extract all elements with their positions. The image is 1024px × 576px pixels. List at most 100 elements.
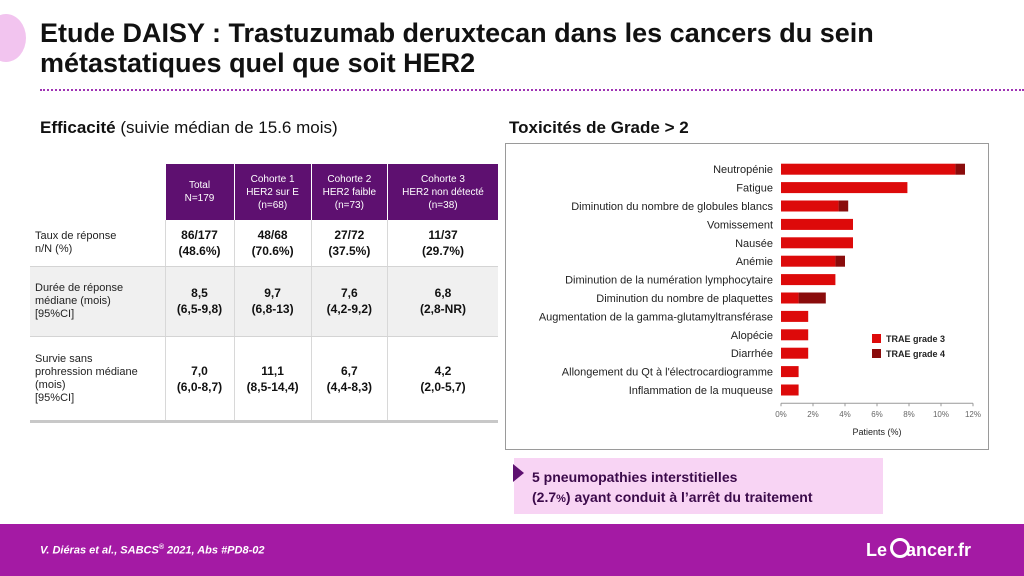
- header-total: Total N=179: [164, 164, 234, 220]
- legend-entry: TRAE grade 4: [886, 349, 945, 359]
- category-label: Inflammation de la muqueuse: [629, 385, 773, 397]
- header-line: Total: [188, 180, 211, 191]
- cell-value-range: (29.7%): [421, 243, 465, 258]
- table-cell: 8,5 (6,5-9,8): [164, 266, 234, 337]
- x-axis-label: Patients (%): [852, 427, 901, 437]
- table-cell: 6,7 (4,4-8,3): [310, 336, 388, 422]
- category-label: Diarrhée: [731, 348, 773, 360]
- bar-grade-3: [781, 347, 809, 359]
- header-cohort-3: Cohorte 3 HER2 non détecté (n=38): [387, 164, 498, 220]
- toxicity-bar-chart: Neutropénie Fatigue Diminution du nombre d…: [539, 163, 981, 437]
- x-tick-label: 4%: [839, 410, 851, 419]
- cell-value-range: (6,5-9,8): [176, 302, 223, 316]
- slide-title: Etude DAISY : Trastuzumab deruxtecan dan…: [40, 18, 874, 78]
- efficacy-table: Total N=179 Cohorte 1 HER2 sur E (n=68) …: [30, 164, 498, 422]
- cell-value-range: (37.5%): [328, 243, 371, 258]
- bar-grade-3: [781, 182, 908, 194]
- header-line: (n=73): [334, 199, 364, 211]
- bar-grade-3: [781, 366, 799, 378]
- legend-swatch: [872, 334, 881, 343]
- bar-grade-3: [781, 274, 836, 286]
- category-label: Alopécie: [731, 330, 773, 342]
- row-label-line: (mois): [35, 379, 66, 392]
- row-label-line: médiane (mois): [35, 294, 111, 307]
- bar-grade-3: [781, 237, 853, 249]
- row-label-line: prohression médiane: [35, 366, 138, 379]
- category-label: Nausée: [735, 238, 773, 250]
- efficacy-heading-rest: (suivie médian de 15.6 mois): [120, 118, 338, 137]
- x-tick-label: 0%: [775, 410, 787, 419]
- cell-value-range: (6,8-13): [251, 302, 294, 316]
- citation-text: V. Diéras et al., SABCS: [40, 544, 159, 557]
- table-row-response-duration: Durée de réponse médiane (mois) [95%CI] …: [30, 266, 498, 337]
- table-row-response-rate: Taux de réponse n/N (%) 86/177 (48.6%) 48…: [30, 220, 498, 267]
- table-cell: 7,0 (6,0-8,7): [164, 336, 234, 422]
- x-tick-label: 8%: [903, 410, 915, 419]
- table-cell: 48/68 (70.6%): [233, 220, 312, 267]
- callout-line-1: 5 pneumopathies interstitielles: [532, 469, 738, 485]
- toxicity-chart-frame: Neutropénie Fatigue Diminution du nombre d…: [505, 143, 989, 450]
- cell-value-range: (2,0-5,7): [420, 380, 466, 395]
- row-label-line: Durée de réponse: [35, 281, 124, 294]
- callout-pct-sign: %: [556, 493, 566, 505]
- citation-text-end: 2021, Abs #PD8-02: [164, 544, 265, 557]
- cell-value: 9,7: [264, 286, 281, 300]
- bar-grade-3: [781, 200, 839, 212]
- table-bottom-rule: [30, 420, 498, 423]
- bar-grade-4: [835, 255, 845, 267]
- cell-value: 4,2: [434, 364, 452, 379]
- callout-text: 5 pneumopathies interstitielles (2.7%) a…: [532, 467, 813, 509]
- category-label: Neutropénie: [713, 164, 773, 176]
- table-cell: 11,1 (8,5-14,4): [233, 336, 312, 422]
- cell-value: 7,6: [341, 286, 358, 300]
- header-line: Cohorte 1: [250, 173, 295, 185]
- cell-value: 6,7: [341, 364, 358, 379]
- cell-value-range: (8,5-14,4): [246, 380, 299, 395]
- header-cohort-2: Cohorte 2 HER2 faible (n=73): [310, 164, 388, 220]
- bar-grade-3: [781, 292, 799, 304]
- cell-value: 11,1: [261, 364, 284, 379]
- x-tick-label: 2%: [807, 410, 819, 419]
- legend-entry: TRAE grade 3: [886, 334, 945, 344]
- bar-grade-3: [781, 329, 809, 341]
- category-label: Diminution de la numération lymphocytair…: [565, 275, 773, 287]
- row-label: Durée de réponse médiane (mois) [95%CI]: [30, 266, 165, 337]
- row-label: Survie sans prohression médiane (mois) […: [30, 336, 165, 422]
- bar-grade-4: [838, 200, 849, 212]
- x-tick-label: 6%: [871, 410, 883, 419]
- cell-value-range: (70.6%): [251, 243, 294, 258]
- category-label: Augmentation de la gamma-glutamyltransfé…: [539, 311, 773, 323]
- logo-ring-icon: [890, 538, 910, 558]
- title-divider: [40, 89, 1024, 91]
- citation-registered: ®: [158, 544, 164, 551]
- callout-line-2: (2.7%) ayant conduit à l’arrêt du traite…: [532, 487, 813, 509]
- row-label-line: n/N (%): [35, 242, 73, 255]
- efficacy-heading-bold: Efficacité: [40, 118, 116, 137]
- cell-value: 86/177: [181, 227, 218, 242]
- x-tick-label: 12%: [965, 410, 981, 419]
- callout-pct-value: (2.7: [532, 489, 557, 505]
- cell-value: 8,5: [191, 286, 208, 300]
- cell-value: 27/72: [334, 227, 365, 242]
- logo-le: Le: [866, 540, 888, 560]
- header-line: (n=68): [257, 199, 288, 211]
- table-cell: 86/177 (48.6%): [164, 220, 234, 267]
- legend-swatch: [872, 349, 881, 358]
- cell-value: 6,8: [434, 286, 452, 300]
- toxicity-heading: Toxicités de Grade > 2: [509, 118, 689, 137]
- table-cell: 11/37 (29.7%): [387, 220, 498, 267]
- bar-grade-3: [781, 255, 836, 267]
- callout-arrow-icon: [513, 464, 524, 482]
- corner-decoration: [0, 14, 26, 62]
- le-cancer-logo[interactable]: Le ancer.fr: [866, 538, 976, 562]
- header-line: HER2 non détecté: [402, 186, 484, 198]
- table-cell: 6,8 (2,8-NR): [387, 266, 498, 337]
- category-label: Allongement du Qt à l'électrocardiogramm…: [562, 367, 773, 379]
- header-line: Cohorte 2: [327, 173, 372, 185]
- cell-value: 48/68: [257, 227, 288, 242]
- callout-line-2-rest: ) ayant conduit à l’arrêt du traitement: [565, 489, 813, 505]
- header-line: (n=38): [428, 199, 458, 211]
- header-cohort-1: Cohorte 1 HER2 sur E (n=68): [233, 164, 312, 220]
- category-label: Fatigue: [736, 183, 773, 195]
- logo-rest: ancer.fr: [906, 540, 972, 560]
